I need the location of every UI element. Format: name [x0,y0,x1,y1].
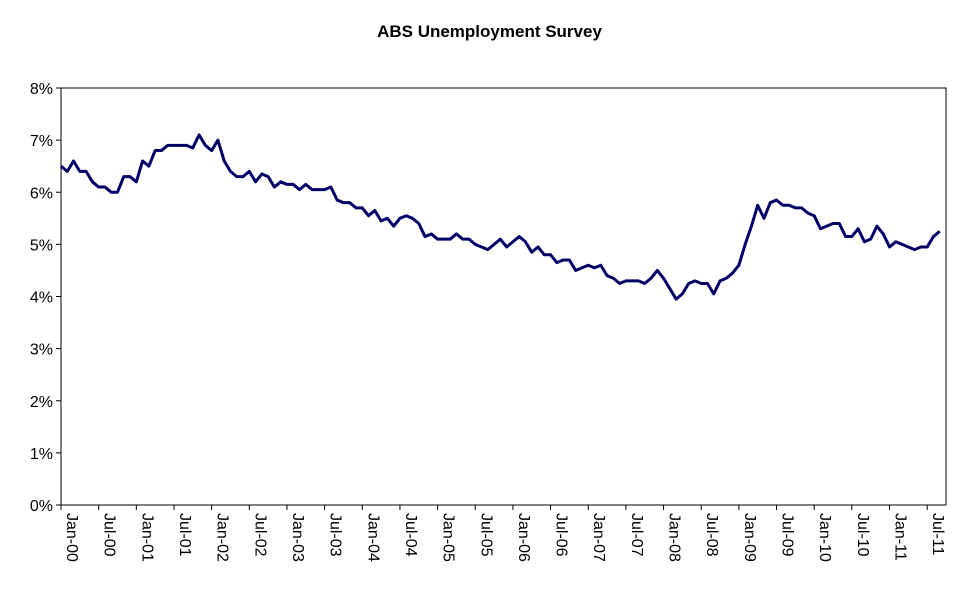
x-tick-label: Jul-10 [854,513,871,557]
x-tick-label: Jul-01 [176,513,193,557]
plot-frame [60,87,947,506]
x-tick-label: Jan-11 [892,513,909,561]
x-tick-label: Jul-04 [402,513,419,557]
x-tick-label: Jan-02 [214,513,231,562]
x-axis: Jan-00 Jul-00 Jan-01 Jul-01 Jan-02 Jul-02 Jan-… [60,505,946,562]
y-axis: 0% 1% 2% 3% 4% 5% 6% 7% 8% [30,81,61,515]
y-tick-label: 8% [30,81,53,98]
x-tick-label: Jul-08 [703,513,720,557]
x-tick-label: Jan-03 [289,513,306,562]
x-tick-label: Jan-08 [666,513,683,562]
x-tick-label: Jul-06 [553,513,570,557]
x-tick-label: Jul-11 [929,513,946,555]
x-tick-label: Jul-03 [327,513,344,557]
x-tick-label: Jul-02 [251,513,268,557]
x-tick-label: Jul-07 [628,513,645,557]
y-tick-label: 1% [30,446,53,463]
x-tick-label: Jan-04 [364,513,381,562]
x-tick-label: Jul-05 [477,513,494,557]
y-tick-label: 3% [30,342,53,359]
y-tick-label: 4% [30,290,53,307]
x-tick-label: Jan-09 [741,513,758,562]
x-tick-label: Jul-09 [779,513,796,557]
x-tick-label: Jan-00 [63,513,80,562]
y-tick-label: 5% [30,237,53,254]
chart-title: ABS Unemployment Survey [377,22,602,41]
y-tick-label: 0% [30,498,53,515]
x-tick-label: Jan-05 [440,513,457,562]
y-tick-label: 6% [30,185,53,202]
y-tick-label: 7% [30,133,53,150]
x-tick-label: Jan-01 [138,513,155,562]
y-tick-label: 2% [30,394,53,411]
x-tick-label: Jan-10 [816,513,833,562]
x-tick-label: Jan-07 [590,513,607,562]
series-line-unemployment-rate [60,133,941,301]
plot-area [60,87,947,506]
series-layer [60,133,941,301]
x-tick-label: Jul-00 [101,513,118,557]
x-tick-label: Jan-06 [515,513,532,562]
